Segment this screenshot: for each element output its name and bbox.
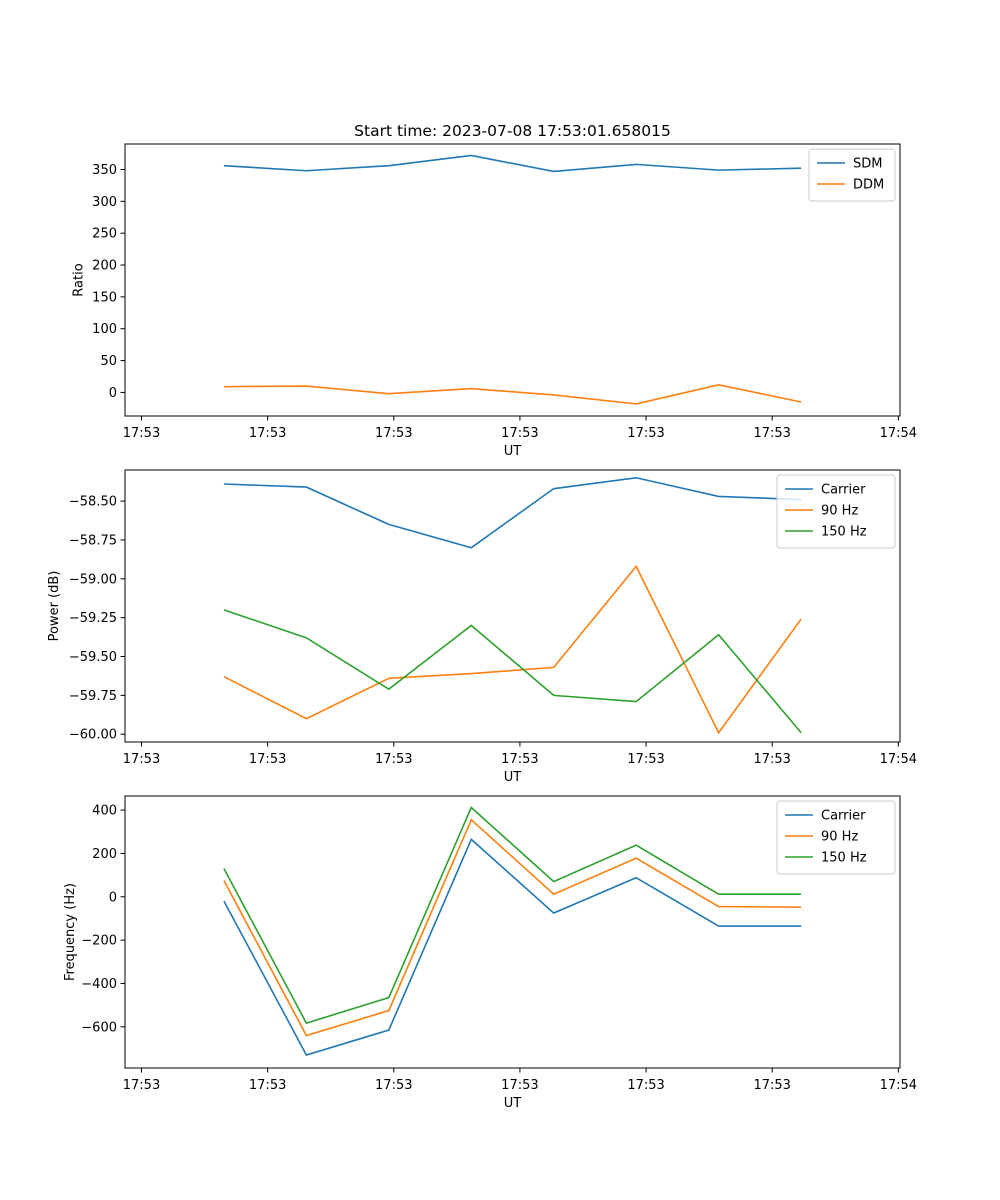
panels: 17:53 17:53 17:53 17:53 17:53 17:53 17:54 0 50 10… xyxy=(47,143,917,1111)
x-tick-label: 17:54 xyxy=(880,752,917,767)
x-tick-label: 17:53 xyxy=(123,426,160,441)
axes-frame xyxy=(124,143,901,417)
chart-panel-3: 17:53 17:53 17:53 17:53 17:53 17:53 17:54 −600 −… xyxy=(63,795,917,1111)
y-tick-label: 250 xyxy=(92,227,117,242)
y-tick-label: −59.25 xyxy=(69,611,117,626)
x-axis-label: UT xyxy=(504,444,522,459)
series-line-150-hz xyxy=(223,806,802,1025)
y-tick-label: −58.50 xyxy=(69,495,117,510)
chart-panel-1: 17:53 17:53 17:53 17:53 17:53 17:53 17:54 0 50 10… xyxy=(71,143,917,459)
x-tick-label: 17:53 xyxy=(627,1078,664,1093)
y-tick-label: 50 xyxy=(100,354,117,369)
x-axis-label: UT xyxy=(504,1096,522,1111)
series-line-ddm xyxy=(223,383,802,405)
y-tick-label: 0 xyxy=(109,890,117,905)
y-tick-label: 350 xyxy=(92,163,117,178)
y-tick-label: 200 xyxy=(92,259,117,274)
y-axis-label: Ratio xyxy=(71,263,86,296)
y-tick-label: 0 xyxy=(109,386,117,401)
series-line-150-hz xyxy=(223,609,802,734)
legend-label: DDM xyxy=(853,178,884,193)
x-tick-label: 17:53 xyxy=(753,1078,790,1093)
legend-box xyxy=(776,800,896,875)
legend-box xyxy=(776,474,896,549)
x-tick-label: 17:53 xyxy=(627,426,664,441)
x-tick-label: 17:53 xyxy=(249,426,286,441)
y-tick-label: 150 xyxy=(92,290,117,305)
x-tick-label: 17:53 xyxy=(375,426,412,441)
x-tick-label: 17:53 xyxy=(249,752,286,767)
figure-title: Start time: 2023-07-08 17:53:01.658015 xyxy=(354,122,671,140)
y-tick-label: −59.00 xyxy=(69,572,117,587)
x-tick-label: 17:53 xyxy=(249,1078,286,1093)
legend-label: 90 Hz xyxy=(821,830,858,845)
y-tick-label: 300 xyxy=(92,195,117,210)
legend-label: Carrier xyxy=(821,809,866,824)
legend-label: 90 Hz xyxy=(821,504,858,519)
x-tick-label: 17:53 xyxy=(123,1078,160,1093)
legend-label: SDM xyxy=(853,157,882,172)
y-tick-label: −200 xyxy=(81,934,117,949)
x-tick-label: 17:53 xyxy=(375,1078,412,1093)
x-tick-label: 17:53 xyxy=(501,1078,538,1093)
legend: Carrier 90 Hz 150 Hz xyxy=(776,474,896,549)
series-line-carrier xyxy=(223,476,802,549)
series-line-sdm xyxy=(223,154,802,173)
series-line-90-hz xyxy=(223,564,802,735)
x-tick-label: 17:53 xyxy=(375,752,412,767)
y-tick-label: 200 xyxy=(92,847,117,862)
legend-label: 150 Hz xyxy=(821,851,867,866)
y-tick-label: 100 xyxy=(92,322,117,337)
y-tick-label: −59.50 xyxy=(69,650,117,665)
legend-box xyxy=(808,148,896,202)
axes-frame xyxy=(124,795,901,1069)
x-tick-label: 17:53 xyxy=(501,426,538,441)
y-tick-label: 400 xyxy=(92,804,117,819)
x-tick-label: 17:54 xyxy=(880,426,917,441)
series-line-carrier xyxy=(223,838,802,1056)
y-tick-label: −58.75 xyxy=(69,533,117,548)
chart-panel-2: 17:53 17:53 17:53 17:53 17:53 17:53 17:54 −60.0… xyxy=(47,469,917,785)
x-tick-label: 17:53 xyxy=(501,752,538,767)
y-tick-label: −400 xyxy=(81,977,117,992)
series-line-90-hz xyxy=(223,818,802,1037)
x-tick-label: 17:53 xyxy=(123,752,160,767)
x-tick-label: 17:53 xyxy=(627,752,664,767)
y-axis-label: Power (dB) xyxy=(47,571,62,642)
y-axis-label: Frequency (Hz) xyxy=(63,883,78,981)
legend-label: 150 Hz xyxy=(821,525,867,540)
y-tick-label: −59.75 xyxy=(69,689,117,704)
legend: SDM DDM xyxy=(808,148,896,202)
y-tick-label: −600 xyxy=(81,1020,117,1035)
x-tick-label: 17:53 xyxy=(753,426,790,441)
axes-frame xyxy=(124,469,901,743)
x-tick-label: 17:53 xyxy=(753,752,790,767)
legend-label: Carrier xyxy=(821,483,866,498)
legend: Carrier 90 Hz 150 Hz xyxy=(776,800,896,875)
x-tick-label: 17:54 xyxy=(880,1078,917,1093)
y-tick-label: −60.00 xyxy=(69,728,117,743)
x-axis-label: UT xyxy=(504,770,522,785)
